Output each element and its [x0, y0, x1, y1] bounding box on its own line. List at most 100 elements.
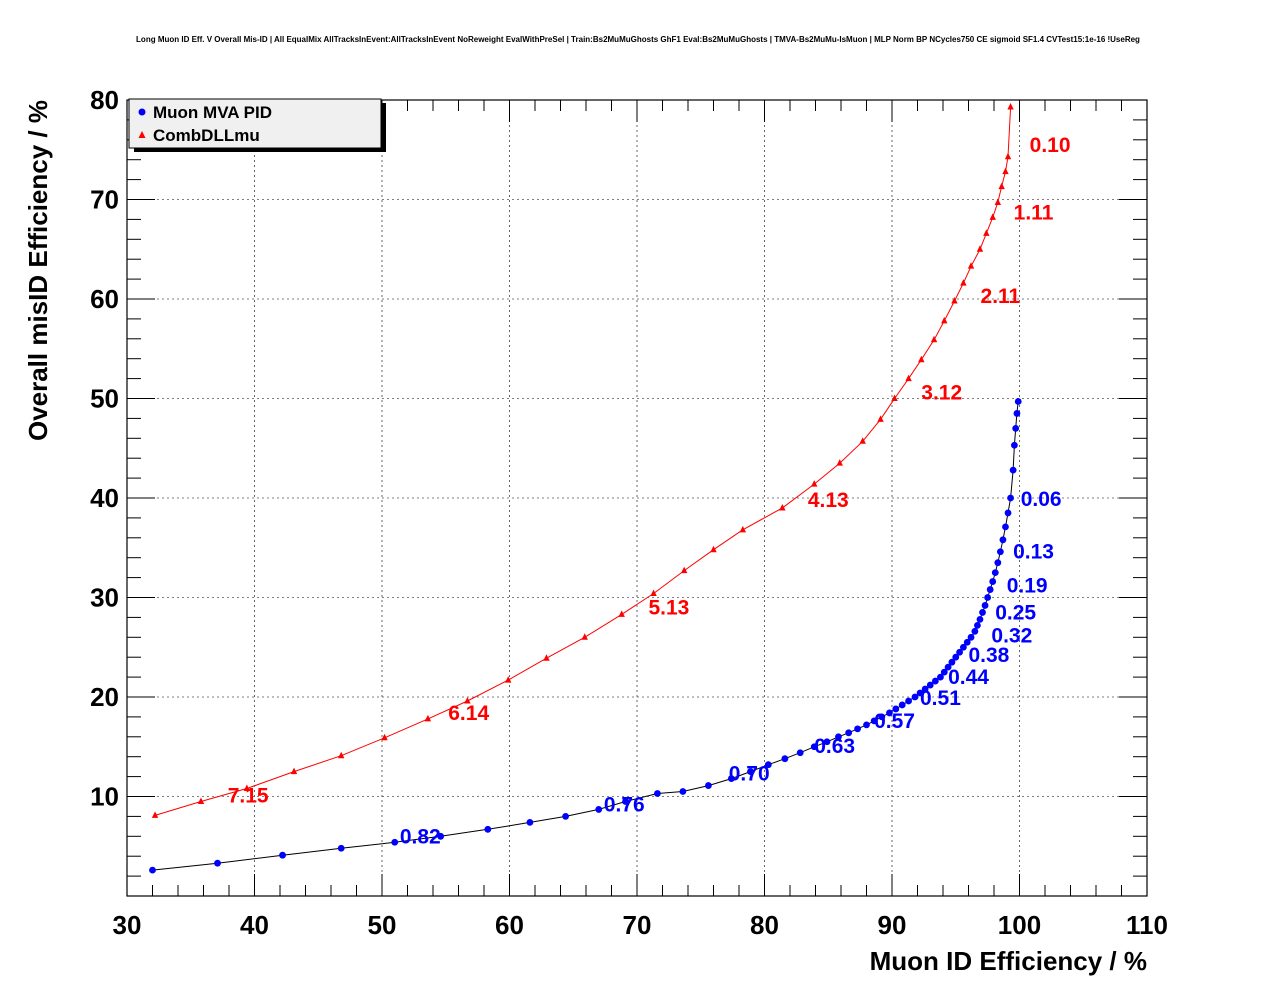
data-point-muon-mva-pid [863, 721, 870, 729]
grid [127, 100, 1147, 896]
data-point-muon-mva-pid [994, 559, 1002, 567]
data-point-muon-mva-pid [921, 685, 929, 693]
annotation-label-muon-mva-pid: 0.76 [604, 793, 645, 816]
data-point-muon-mva-pid [926, 681, 934, 689]
x-tick-label: 50 [368, 910, 397, 940]
data-point-combdllmu [811, 480, 818, 487]
data-point-muon-mva-pid [484, 825, 492, 833]
annotation-label-muon-mva-pid: 0.06 [1021, 488, 1062, 511]
data-point-muon-mva-pid [1002, 523, 1009, 531]
data-point-muon-mva-pid [937, 673, 944, 681]
x-tick-label: 90 [878, 910, 907, 940]
y-tick-label: 80 [90, 85, 119, 115]
data-point-muon-mva-pid [898, 701, 906, 709]
data-point-combdllmu [976, 245, 984, 252]
annotation-label-muon-mva-pid: 0.63 [814, 735, 855, 758]
data-point-combdllmu [989, 213, 996, 220]
data-point-muon-mva-pid [989, 578, 997, 585]
x-tick-label: 80 [750, 910, 779, 940]
data-point-muon-mva-pid [984, 594, 992, 601]
data-point-combdllmu [951, 296, 958, 304]
annotation-label-muon-mva-pid: 0.44 [948, 666, 989, 689]
data-point-combdllmu [779, 503, 786, 511]
data-point-muon-mva-pid [960, 643, 967, 651]
data-point-combdllmu [960, 279, 967, 286]
x-tick-label: 60 [495, 910, 524, 940]
data-point-muon-mva-pid [916, 689, 924, 697]
data-point-muon-mva-pid [911, 693, 919, 701]
data-point-combdllmu [967, 262, 975, 269]
y-tick-label: 30 [90, 583, 119, 613]
data-point-muon-mva-pid [931, 677, 939, 685]
data-point-combdllmu [197, 797, 205, 804]
data-point-combdllmu [650, 589, 657, 597]
data-point-muon-mva-pid [940, 668, 948, 676]
data-point-muon-mva-pid [986, 586, 994, 593]
annotation-label-muon-mva-pid: 0.19 [1007, 575, 1048, 598]
data-point-combdllmu [243, 784, 251, 792]
data-point-combdllmu [381, 733, 388, 741]
y-tick-label: 10 [90, 782, 119, 812]
data-point-combdllmu [710, 545, 717, 553]
data-point-muon-mva-pid [976, 615, 984, 623]
data-point-muon-mva-pid [886, 709, 893, 717]
data-point-muon-mva-pid [727, 775, 735, 782]
data-point-muon-mva-pid [963, 638, 971, 646]
data-point-muon-mva-pid [878, 713, 886, 721]
data-point-muon-mva-pid [1013, 410, 1021, 417]
data-point-muon-mva-pid [845, 729, 853, 737]
series-combdllmu [151, 102, 1014, 818]
x-tick-label: 100 [998, 910, 1041, 940]
data-point-combdllmu [994, 198, 1002, 205]
data-point-combdllmu [983, 229, 990, 236]
data-point-muon-mva-pid [967, 633, 975, 641]
data-point-muon-mva-pid [823, 738, 831, 746]
data-point-combdllmu [998, 182, 1005, 190]
data-point-combdllmu [1007, 102, 1014, 110]
data-point-muon-mva-pid [835, 733, 842, 741]
annotation-label-muon-mva-pid: 0.57 [874, 710, 915, 733]
data-point-muon-mva-pid [1007, 494, 1014, 502]
data-point-combdllmu [918, 355, 925, 363]
data-point-combdllmu [290, 767, 298, 775]
data-point-muon-mva-pid [944, 663, 952, 671]
data-point-muon-mva-pid [654, 790, 661, 797]
data-point-muon-mva-pid [999, 536, 1007, 544]
data-point-muon-mva-pid [810, 743, 818, 751]
data-point-muon-mva-pid [1004, 509, 1012, 517]
annotation-label-combdllmu: 4.13 [808, 489, 849, 512]
data-point-combdllmu [836, 459, 843, 466]
data-point-muon-mva-pid [1014, 398, 1022, 405]
legend-label-muon-mva-pid: Muon MVA PID [153, 103, 272, 122]
y-tick-label: 20 [90, 682, 119, 712]
data-point-combdllmu [424, 714, 432, 722]
data-point-muon-mva-pid [870, 717, 878, 725]
data-point-combdllmu [680, 566, 688, 574]
data-point-combdllmu [930, 335, 938, 343]
data-point-combdllmu [941, 316, 948, 324]
tick-labels: 30 40 50 60 70 80 90 100 110 10 20 30 40 50 60 70 80 [90, 85, 1168, 940]
data-point-muon-mva-pid [337, 844, 345, 852]
data-point-muon-mva-pid [905, 697, 912, 705]
annotation-label-muon-mva-pid: 0.82 [400, 825, 441, 848]
data-point-muon-mva-pid [854, 725, 861, 733]
data-point-muon-mva-pid [1012, 424, 1020, 432]
data-point-muon-mva-pid [952, 653, 960, 661]
data-point-muon-mva-pid [991, 569, 999, 577]
data-point-combdllmu [1004, 152, 1012, 160]
data-point-muon-mva-pid [948, 658, 956, 666]
data-point-muon-mva-pid [705, 782, 712, 789]
data-point-combdllmu [151, 811, 159, 818]
data-point-combdllmu [877, 415, 884, 422]
data-point-muon-mva-pid [1009, 466, 1017, 474]
data-point-combdllmu [464, 696, 471, 704]
annotation-label-combdllmu: 0.10 [1030, 134, 1071, 157]
y-tick-label: 60 [90, 284, 119, 314]
legend-label-combdllmu: CombDLLmu [153, 126, 260, 145]
data-point-muon-mva-pid [149, 866, 156, 874]
series-muon-mva-pid [149, 398, 1022, 874]
data-point-muon-mva-pid [437, 832, 445, 840]
annotation-label-combdllmu: 7.15 [228, 785, 269, 808]
annotation-label-combdllmu: 2.11 [981, 285, 1021, 308]
data-point-muon-mva-pid [979, 609, 986, 616]
